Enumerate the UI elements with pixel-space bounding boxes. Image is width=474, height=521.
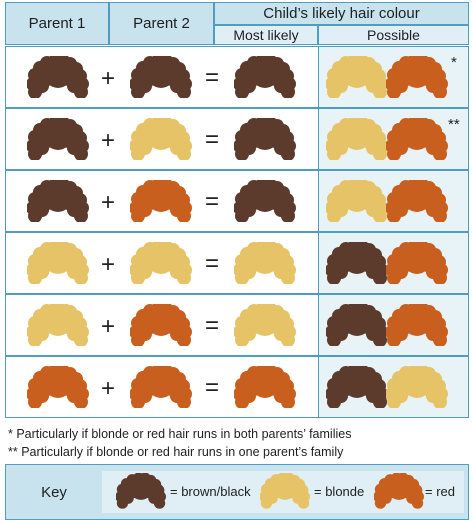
- column-divider: [318, 170, 319, 232]
- plus-sign: +: [100, 375, 115, 402]
- blonde-hair-icon: [233, 302, 296, 347]
- blonde-hair-icon: [26, 240, 89, 285]
- equals-sign: =: [204, 250, 219, 277]
- column-divider: [318, 108, 319, 170]
- red-hair-icon: [385, 302, 448, 347]
- table-row: [5, 294, 469, 356]
- brown-hair-icon: [26, 116, 89, 161]
- brown-hair-icon: [233, 54, 296, 99]
- header-possible: Possible: [318, 25, 469, 45]
- blonde-hair-icon: [129, 116, 192, 161]
- key-text-blonde: = blonde: [314, 484, 365, 499]
- equals-sign: =: [204, 374, 219, 401]
- blonde-hair-icon: [325, 54, 388, 99]
- column-divider: [318, 46, 319, 108]
- brown-hair-icon: [26, 178, 89, 223]
- blonde-hair-icon: [385, 364, 448, 409]
- brown-hair-icon: [325, 364, 388, 409]
- header-parent1: Parent 1: [5, 2, 109, 45]
- brown-hair-icon: [325, 240, 388, 285]
- equals-sign: =: [204, 64, 219, 91]
- blonde-hair-icon: [233, 240, 296, 285]
- red-hair-icon: [385, 116, 448, 161]
- footnote-marker: **: [448, 116, 460, 133]
- note-single-star: * Particularly if blonde or red hair run…: [8, 427, 352, 441]
- table-row: [5, 170, 469, 232]
- plus-sign: +: [100, 65, 115, 92]
- plus-sign: +: [100, 127, 115, 154]
- red-hair-icon: [129, 364, 192, 409]
- plus-sign: +: [100, 251, 115, 278]
- brown-hair-icon: [325, 302, 388, 347]
- equals-sign: =: [204, 126, 219, 153]
- red-key-hair-icon: [373, 472, 424, 509]
- blonde-key-hair-icon: [259, 472, 310, 509]
- equals-sign: =: [204, 188, 219, 215]
- brown-hair-icon: [129, 54, 192, 99]
- blonde-hair-icon: [325, 116, 388, 161]
- brown-hair-icon: [26, 54, 89, 99]
- column-divider: [318, 294, 319, 356]
- red-hair-icon: [385, 240, 448, 285]
- red-hair-icon: [129, 178, 192, 223]
- table-row: [5, 46, 469, 108]
- table-row: [5, 356, 469, 418]
- plus-sign: +: [100, 189, 115, 216]
- red-hair-icon: [26, 364, 89, 409]
- table-row: [5, 108, 469, 170]
- brown-hair-icon: [233, 178, 296, 223]
- red-hair-icon: [385, 178, 448, 223]
- column-divider: [318, 232, 319, 294]
- blonde-hair-icon: [26, 302, 89, 347]
- plus-sign: +: [100, 313, 115, 340]
- key-text-brown: = brown/black: [170, 484, 251, 499]
- red-hair-icon: [129, 302, 192, 347]
- red-hair-icon: [233, 364, 296, 409]
- note-double-star: ** Particularly if blonde or red hair ru…: [8, 445, 344, 459]
- brown-hair-icon: [233, 116, 296, 161]
- blonde-hair-icon: [129, 240, 192, 285]
- header-parent2: Parent 2: [109, 2, 214, 45]
- blonde-hair-icon: [325, 178, 388, 223]
- equals-sign: =: [204, 312, 219, 339]
- header-child-title: Child’s likely hair colour: [214, 2, 469, 25]
- header-most-likely: Most likely: [214, 25, 318, 45]
- table-row: [5, 232, 469, 294]
- key-items: = brown/black = blonde = red: [102, 471, 464, 513]
- column-divider: [318, 356, 319, 418]
- key-text-red: = red: [425, 484, 455, 499]
- red-hair-icon: [385, 54, 448, 99]
- brown-key-hair-icon: [115, 472, 166, 509]
- footnote-marker: *: [451, 54, 457, 71]
- key-panel: Key = brown/black = blonde = red: [5, 464, 469, 520]
- key-label: Key: [41, 483, 67, 501]
